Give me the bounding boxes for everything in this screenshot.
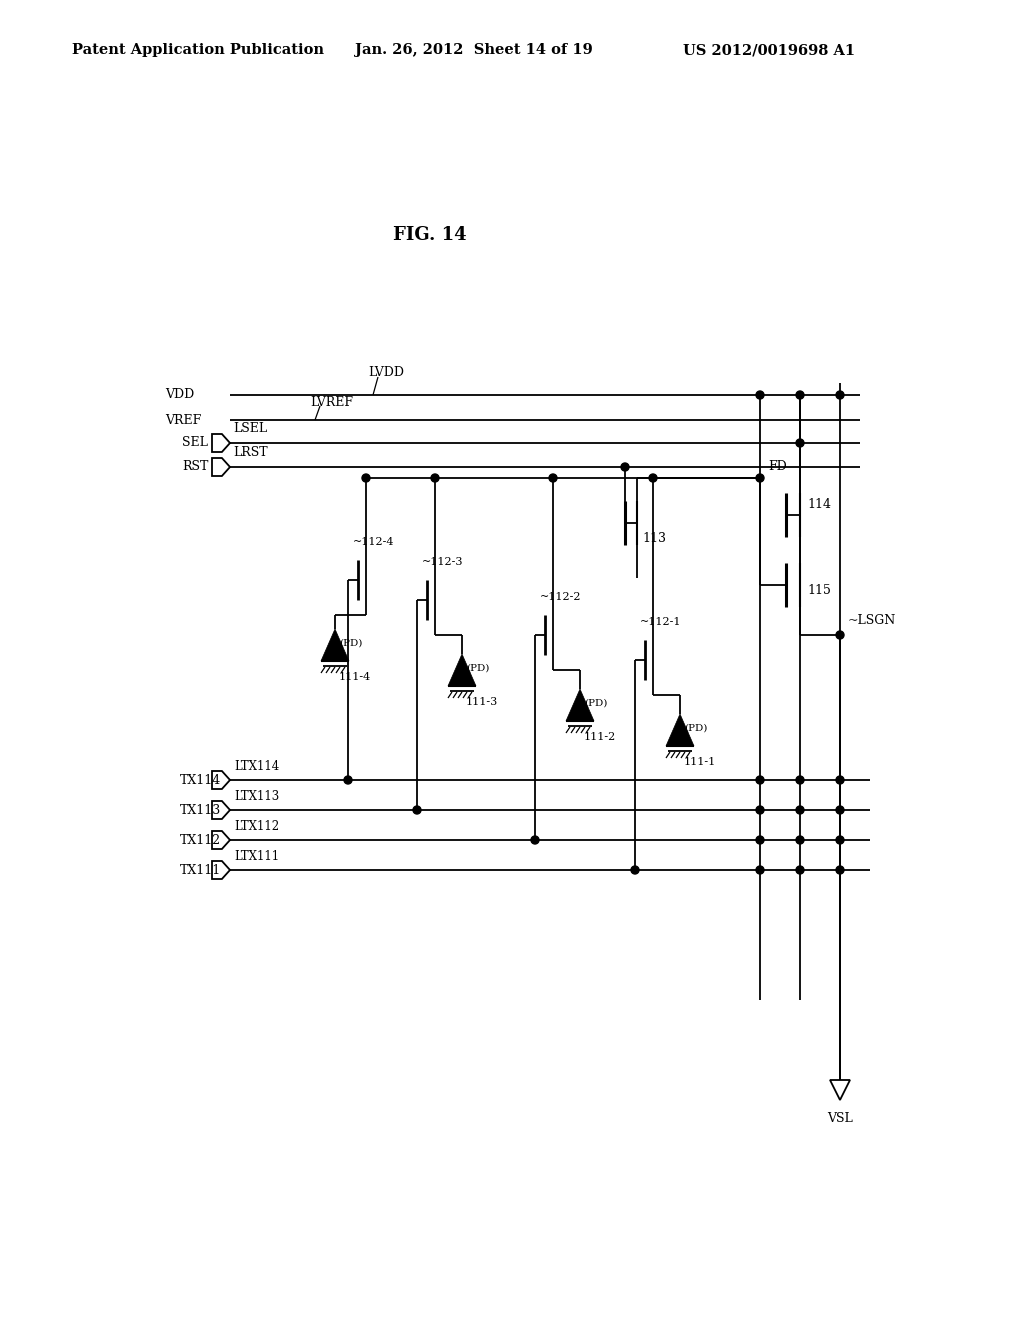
Circle shape	[413, 807, 421, 814]
Circle shape	[631, 866, 639, 874]
Circle shape	[756, 474, 764, 482]
Text: LTX111: LTX111	[234, 850, 280, 863]
Text: VSL: VSL	[827, 1111, 853, 1125]
Text: TX114: TX114	[180, 774, 221, 787]
Text: 114: 114	[807, 499, 831, 511]
Text: 111-4: 111-4	[339, 672, 372, 682]
Text: LTX114: LTX114	[234, 760, 280, 774]
Polygon shape	[566, 689, 594, 721]
Circle shape	[756, 836, 764, 843]
Text: Jan. 26, 2012  Sheet 14 of 19: Jan. 26, 2012 Sheet 14 of 19	[355, 44, 593, 57]
Circle shape	[796, 807, 804, 814]
Circle shape	[649, 474, 657, 482]
Text: ~112-3: ~112-3	[422, 557, 464, 568]
Circle shape	[836, 866, 844, 874]
Text: LTX113: LTX113	[234, 791, 280, 804]
Text: (PD): (PD)	[339, 639, 362, 648]
Text: US 2012/0019698 A1: US 2012/0019698 A1	[683, 44, 855, 57]
Text: LVDD: LVDD	[368, 367, 404, 380]
Polygon shape	[212, 458, 230, 477]
Text: ~112-1: ~112-1	[640, 616, 682, 627]
Circle shape	[431, 474, 439, 482]
Circle shape	[836, 836, 844, 843]
Text: LTX112: LTX112	[234, 821, 280, 833]
Polygon shape	[449, 653, 476, 686]
Text: FIG. 14: FIG. 14	[393, 226, 467, 244]
Polygon shape	[321, 630, 349, 661]
Text: TX113: TX113	[180, 804, 221, 817]
Text: LVREF: LVREF	[310, 396, 353, 408]
Text: 113: 113	[642, 532, 666, 544]
Circle shape	[756, 776, 764, 784]
Circle shape	[549, 474, 557, 482]
Text: (PD): (PD)	[466, 664, 489, 672]
Text: SEL: SEL	[182, 437, 208, 450]
Text: LSEL: LSEL	[233, 422, 267, 436]
Text: (PD): (PD)	[684, 723, 708, 733]
Circle shape	[836, 807, 844, 814]
Polygon shape	[212, 801, 230, 818]
Text: RST: RST	[182, 461, 208, 474]
Circle shape	[796, 440, 804, 447]
Text: (PD): (PD)	[584, 698, 607, 708]
Text: FD: FD	[768, 459, 786, 473]
Text: 111-1: 111-1	[684, 756, 716, 767]
Polygon shape	[212, 832, 230, 849]
Text: ~LSGN: ~LSGN	[848, 614, 896, 627]
Text: ~112-2: ~112-2	[540, 591, 582, 602]
Circle shape	[756, 807, 764, 814]
Circle shape	[362, 474, 370, 482]
Circle shape	[756, 391, 764, 399]
Text: 111-2: 111-2	[584, 733, 616, 742]
Polygon shape	[666, 714, 694, 746]
Polygon shape	[212, 861, 230, 879]
Circle shape	[796, 866, 804, 874]
Text: LRST: LRST	[233, 446, 267, 459]
Polygon shape	[212, 771, 230, 789]
Text: VDD: VDD	[165, 388, 195, 401]
Circle shape	[531, 836, 539, 843]
Text: TX112: TX112	[180, 833, 221, 846]
Text: TX111: TX111	[180, 863, 221, 876]
Circle shape	[796, 836, 804, 843]
Polygon shape	[830, 1080, 850, 1100]
Circle shape	[836, 631, 844, 639]
Polygon shape	[212, 434, 230, 451]
Circle shape	[796, 391, 804, 399]
Text: ~112-4: ~112-4	[353, 537, 394, 546]
Circle shape	[836, 776, 844, 784]
Circle shape	[836, 391, 844, 399]
Text: VREF: VREF	[165, 413, 202, 426]
Circle shape	[756, 866, 764, 874]
Text: 115: 115	[807, 583, 830, 597]
Circle shape	[344, 776, 352, 784]
Circle shape	[621, 463, 629, 471]
Text: Patent Application Publication: Patent Application Publication	[72, 44, 324, 57]
Circle shape	[796, 776, 804, 784]
Text: 111-3: 111-3	[466, 697, 499, 708]
